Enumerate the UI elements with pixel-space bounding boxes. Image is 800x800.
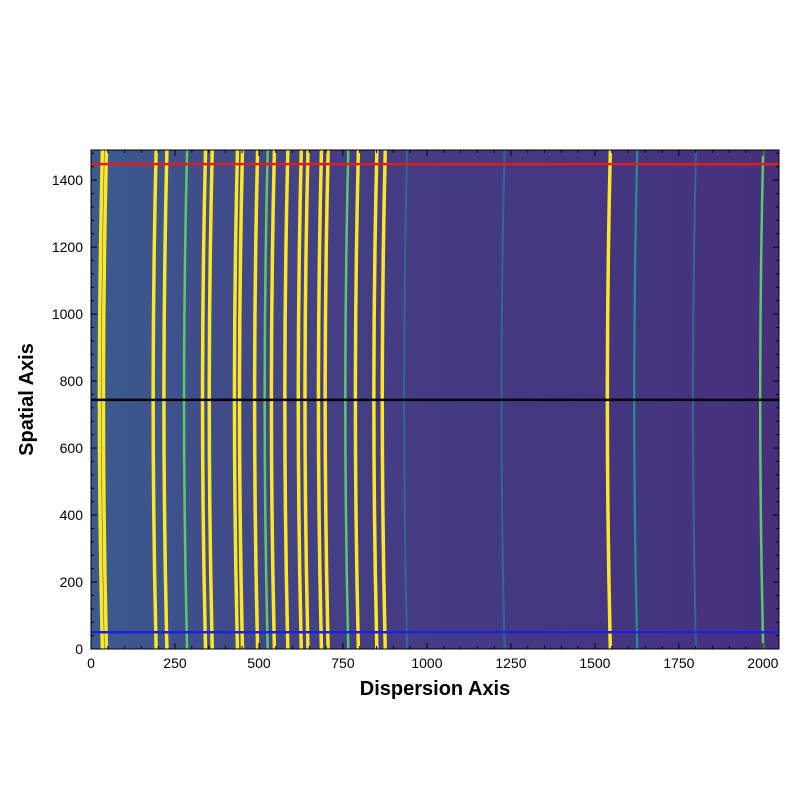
y-tick-label: 1000 (52, 306, 83, 322)
y-tick-label: 0 (75, 641, 83, 657)
x-tick-label: 250 (163, 655, 187, 671)
x-tick-label: 750 (331, 655, 355, 671)
x-tick-label: 500 (247, 655, 271, 671)
x-tick-label: 1250 (495, 655, 526, 671)
plot-frame (90, 149, 780, 650)
x-tick-label: 1000 (411, 655, 442, 671)
y-tick-label: 800 (60, 373, 84, 389)
y-tick-label: 400 (60, 507, 84, 523)
y-tick-label: 200 (60, 574, 84, 590)
y-tick-label: 1200 (52, 239, 83, 255)
y-axis-label: Spatial Axis (16, 343, 38, 456)
x-tick-label: 1750 (663, 655, 694, 671)
x-axis-label: Dispersion Axis (360, 678, 510, 700)
x-tick-label: 2000 (747, 655, 778, 671)
axis-ticks: 0 250 500 750 1000 1250 1500 1750 2000 0 200 400 600… (52, 150, 779, 671)
y-tick-label: 600 (60, 440, 84, 456)
x-tick-label: 0 (87, 655, 95, 671)
horizontal-lines (91, 162, 779, 634)
y-tick-label: 1400 (52, 172, 83, 188)
x-tick-label: 1500 (579, 655, 610, 671)
